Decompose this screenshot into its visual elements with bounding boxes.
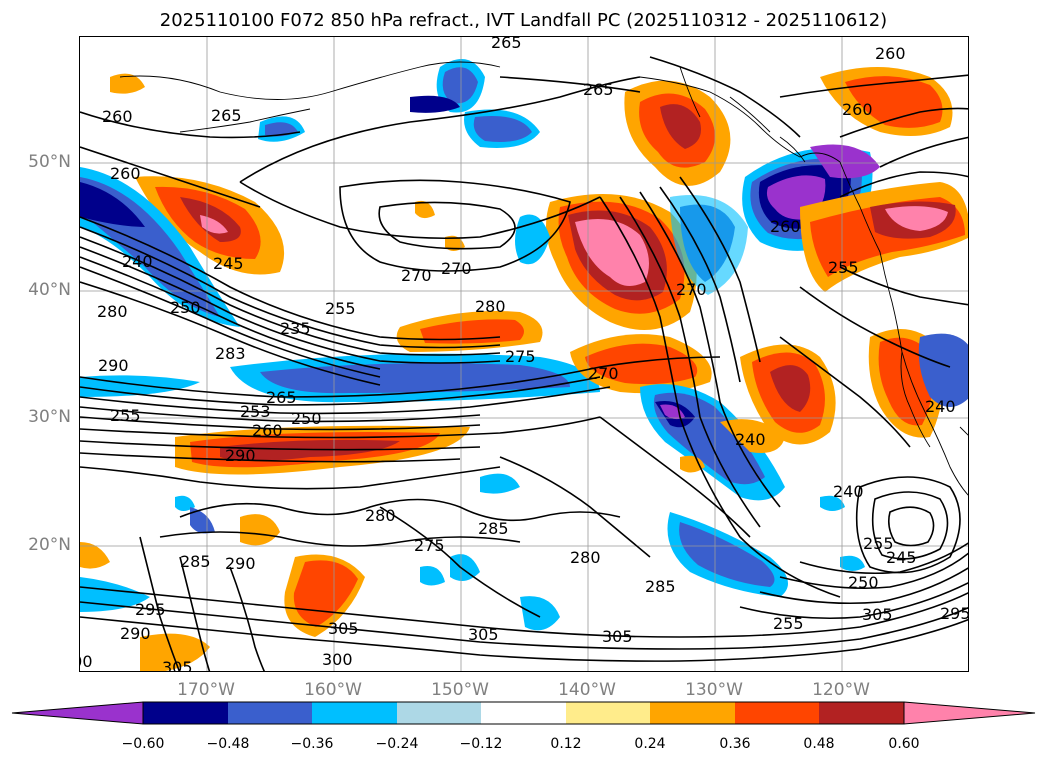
contour-label: 270: [401, 266, 432, 285]
contour-label: 240: [925, 397, 956, 416]
map-canvas: 265 260 265 265 260 260 260 260 240 245 …: [80, 37, 969, 672]
contour-label: 285: [478, 519, 509, 538]
lon-label-140w: 140°W: [558, 680, 616, 700]
colorbar-extend-high: [903, 701, 1036, 725]
contour-lines: [80, 56, 968, 671]
contour-label: 290: [120, 624, 151, 643]
contour-label: 265: [491, 37, 522, 52]
contour-label: 250: [291, 409, 322, 428]
lat-label-20n: 20°N: [28, 535, 71, 555]
contour-label: 285: [180, 552, 211, 571]
colorbar-swatch: [566, 702, 650, 724]
contour-label: 270: [441, 259, 472, 278]
colorbar-tick: 0.24: [634, 736, 666, 752]
contour-label: 260: [252, 421, 283, 440]
contour-label: 255: [863, 534, 894, 553]
contour-label: 290: [225, 446, 256, 465]
contour-label: 265: [583, 80, 614, 99]
contour-label: 290: [225, 554, 256, 573]
contour-label: 255: [828, 258, 859, 277]
contour-label: 260: [770, 217, 801, 236]
colorbar-swatch: [650, 702, 735, 724]
contour-label: 300: [322, 650, 353, 669]
contour-label: 275: [505, 347, 536, 366]
contour-label: 285: [645, 577, 676, 596]
contour-label: 280: [365, 506, 396, 525]
contour-label: 235: [280, 319, 311, 338]
lat-label-40n: 40°N: [28, 280, 71, 300]
colorbar-tick: 0.48: [803, 736, 835, 752]
contour-label: 280: [475, 297, 506, 316]
colorbar: [11, 701, 1036, 725]
contour-label: 305: [328, 619, 359, 638]
contour-label-group: 265 260 265 265 260 260 260 260 240 245 …: [80, 37, 969, 672]
contour-label: 295: [135, 600, 166, 619]
contour-label: 305: [468, 625, 499, 644]
contour-label: 260: [102, 107, 133, 126]
contour-label: 305: [162, 658, 193, 672]
colorbar-swatch: [312, 702, 397, 724]
contour-label: 255: [773, 614, 804, 633]
colorbar-tick: −0.24: [375, 736, 419, 752]
graticule: [80, 37, 968, 671]
contour-label: 250: [848, 573, 879, 592]
lon-label-120w: 120°W: [812, 680, 870, 700]
colorbar-tick: −0.36: [290, 736, 334, 752]
contour-label: 295: [940, 604, 969, 623]
contour-label: 260: [875, 44, 906, 63]
colorbar-tick: 0.12: [550, 736, 582, 752]
contour-label: 245: [213, 254, 244, 273]
contour-label: 270: [588, 364, 619, 383]
colorbar-swatch: [481, 702, 566, 724]
map-panel: 265 260 265 265 260 260 260 260 240 245 …: [79, 36, 969, 672]
contour-label: 275: [414, 536, 445, 555]
contour-label: 255: [325, 299, 356, 318]
contour-label: 290: [98, 356, 129, 375]
colorbar-swatch: [397, 702, 481, 724]
colorbar-extend-low: [11, 701, 144, 725]
contour-label: 253: [240, 402, 271, 421]
colorbar-swatch: [735, 702, 819, 724]
colorbar-swatch: [228, 702, 312, 724]
contour-label: 270: [676, 280, 707, 299]
contour-label: 283: [215, 344, 246, 363]
contour-label: 240: [833, 482, 864, 501]
lon-label-130w: 130°W: [685, 680, 743, 700]
contour-label: 265: [211, 106, 242, 125]
colorbar-tick: −0.12: [459, 736, 503, 752]
lon-label-170w: 170°W: [177, 680, 235, 700]
contour-label: 305: [862, 605, 893, 624]
map-title: 2025110100 F072 850 hPa refract., IVT La…: [159, 10, 888, 31]
contour-label: 260: [842, 100, 873, 119]
contour-label: 255: [110, 406, 141, 425]
coastlines: [119, 61, 968, 496]
contour-label: 280: [570, 548, 601, 567]
colorbar-frame: [142, 701, 905, 725]
lat-label-50n: 50°N: [28, 152, 71, 172]
colorbar-swatch: [143, 702, 228, 724]
contour-label: 280: [97, 302, 128, 321]
colorbar-tick: 0.60: [888, 736, 920, 752]
contour-label: 245: [886, 548, 917, 567]
colorbar-tick: −0.60: [121, 736, 165, 752]
lon-label-160w: 160°W: [304, 680, 362, 700]
contour-label: 240: [122, 252, 153, 271]
contour-label: 250: [170, 298, 201, 317]
colorbar-tick: 0.36: [719, 736, 751, 752]
lon-label-150w: 150°W: [431, 680, 489, 700]
contour-label: 265: [266, 388, 297, 407]
colorbar-tick: −0.48: [206, 736, 250, 752]
contour-label: 240: [735, 430, 766, 449]
colorbar-swatch: [819, 702, 904, 724]
contour-label: 305: [602, 627, 633, 646]
contour-label: 300: [80, 652, 93, 671]
contour-label: 260: [110, 164, 141, 183]
lat-label-30n: 30°N: [28, 407, 71, 427]
